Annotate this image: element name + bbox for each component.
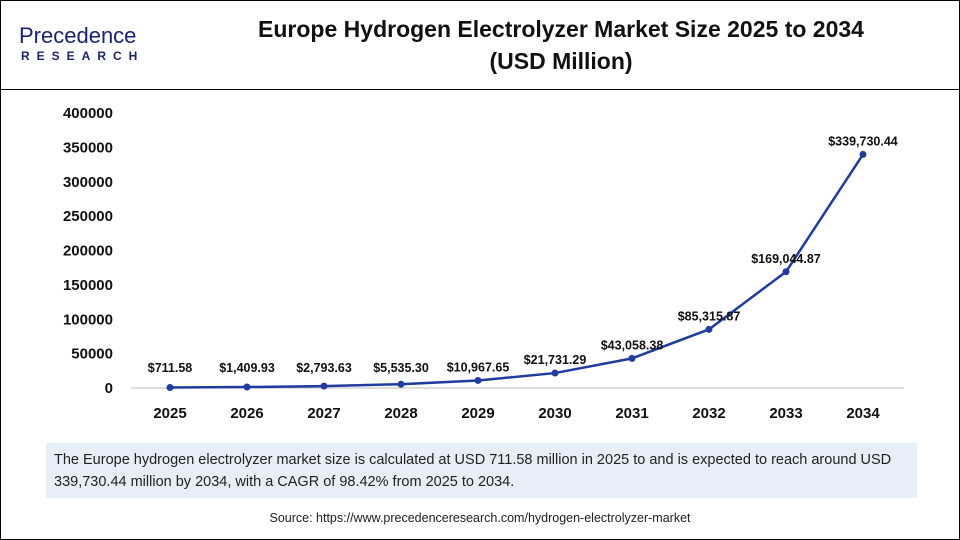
logo: Precedence RESEARCH bbox=[19, 23, 144, 63]
summary-note: The Europe hydrogen electrolyzer market … bbox=[46, 443, 917, 498]
data-point bbox=[474, 376, 482, 384]
logo-subtext: RESEARCH bbox=[21, 49, 144, 63]
divider bbox=[1, 89, 959, 90]
data-label: $339,730.44 bbox=[828, 134, 898, 148]
x-tick-label: 2028 bbox=[384, 405, 417, 422]
data-point bbox=[166, 384, 174, 392]
logo-text: Precedence bbox=[19, 23, 136, 48]
x-tick-label: 2033 bbox=[769, 405, 802, 422]
data-label: $711.58 bbox=[148, 361, 193, 375]
data-point bbox=[705, 325, 713, 333]
data-point bbox=[243, 383, 251, 391]
data-label: $2,793.63 bbox=[296, 361, 352, 375]
x-tick-label: 2027 bbox=[307, 405, 340, 422]
line-chart: 0 50000 100000 150000 200000 250000 300000 3500… bbox=[63, 105, 904, 422]
y-tick-label: 0 bbox=[105, 380, 113, 397]
x-tick-label: 2032 bbox=[692, 405, 725, 422]
data-label: $10,967.65 bbox=[447, 360, 510, 374]
data-label: $5,535.30 bbox=[373, 361, 429, 375]
y-tick-label: 350000 bbox=[63, 139, 113, 156]
y-tick-label: 50000 bbox=[71, 346, 113, 363]
chart-title: Europe Hydrogen Electrolyzer Market Size… bbox=[201, 13, 921, 77]
y-tick-label: 150000 bbox=[63, 277, 113, 294]
x-tick-label: 2034 bbox=[846, 405, 880, 422]
data-label: $85,315.87 bbox=[678, 309, 741, 323]
data-point bbox=[628, 354, 636, 362]
y-tick-label: 250000 bbox=[63, 208, 113, 225]
data-label: $169,044.87 bbox=[751, 252, 821, 266]
x-tick-label: 2029 bbox=[461, 405, 494, 422]
y-tick-label: 400000 bbox=[63, 105, 113, 122]
y-tick-label: 300000 bbox=[63, 174, 113, 191]
y-tick-label: 100000 bbox=[63, 311, 113, 328]
title-line-1: Europe Hydrogen Electrolyzer Market Size… bbox=[258, 16, 864, 42]
data-point bbox=[859, 150, 867, 158]
x-tick-label: 2030 bbox=[538, 405, 571, 422]
title-line-2: (USD Million) bbox=[489, 48, 633, 74]
data-point bbox=[551, 369, 559, 377]
y-tick-label: 200000 bbox=[63, 243, 113, 260]
data-point bbox=[320, 382, 328, 390]
data-label: $1,409.93 bbox=[219, 361, 275, 375]
data-label: $43,058.38 bbox=[601, 338, 664, 352]
x-tick-label: 2031 bbox=[615, 405, 648, 422]
data-point bbox=[397, 380, 405, 388]
data-point bbox=[782, 268, 790, 276]
data-label: $21,731.29 bbox=[524, 353, 587, 367]
x-tick-label: 2026 bbox=[230, 405, 263, 422]
x-tick-label: 2025 bbox=[153, 405, 186, 422]
source-text: Source: https://www.precedenceresearch.c… bbox=[269, 511, 691, 525]
series-line bbox=[169, 153, 865, 389]
